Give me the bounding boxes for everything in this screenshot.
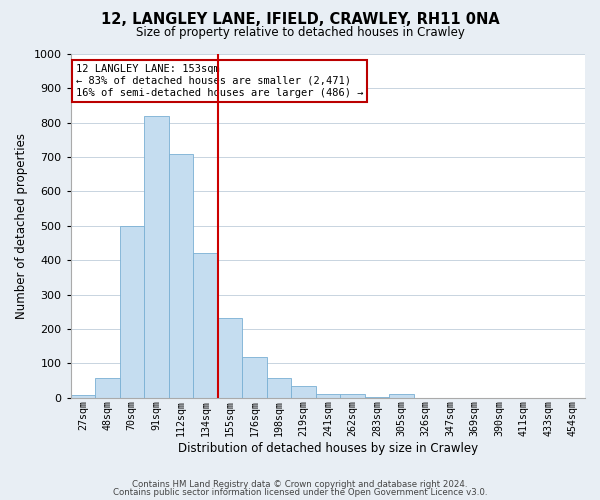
Text: 12 LANGLEY LANE: 153sqm
← 83% of detached houses are smaller (2,471)
16% of semi: 12 LANGLEY LANE: 153sqm ← 83% of detache…	[76, 64, 363, 98]
Bar	[242, 357, 266, 398]
Bar	[266, 378, 291, 398]
Bar	[389, 394, 413, 398]
Bar	[71, 396, 95, 398]
Text: Contains public sector information licensed under the Open Government Licence v3: Contains public sector information licen…	[113, 488, 487, 497]
Text: Contains HM Land Registry data © Crown copyright and database right 2024.: Contains HM Land Registry data © Crown c…	[132, 480, 468, 489]
Text: 12, LANGLEY LANE, IFIELD, CRAWLEY, RH11 0NA: 12, LANGLEY LANE, IFIELD, CRAWLEY, RH11 …	[101, 12, 499, 28]
Bar	[193, 254, 218, 398]
Bar	[169, 154, 193, 398]
Bar	[340, 394, 365, 398]
Bar	[218, 318, 242, 398]
Bar	[95, 378, 119, 398]
Y-axis label: Number of detached properties: Number of detached properties	[15, 133, 28, 319]
Bar	[291, 386, 316, 398]
Text: Size of property relative to detached houses in Crawley: Size of property relative to detached ho…	[136, 26, 464, 39]
Bar	[316, 394, 340, 398]
X-axis label: Distribution of detached houses by size in Crawley: Distribution of detached houses by size …	[178, 442, 478, 455]
Bar	[144, 116, 169, 398]
Bar	[119, 226, 144, 398]
